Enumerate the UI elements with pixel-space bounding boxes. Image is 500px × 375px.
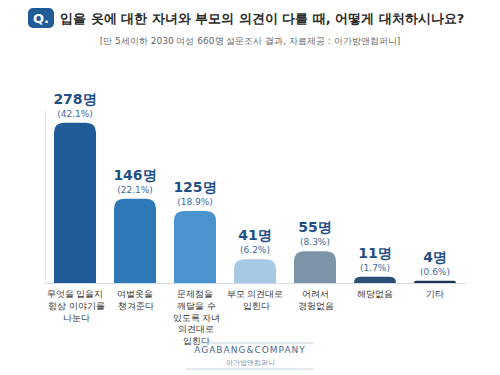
x-tick-label-line: 기타 [426,289,444,299]
x-tick: 부모 의견대로 입힌다 [227,283,284,311]
x-axis: 무엇을 입을지 항상 이야기를 나눈다 여벌옷을 챙겨준다 문제점을 깨달을 수 있… [45,283,465,346]
value-label: 55명 [298,219,331,235]
x-tick-label-line: 깨달을 수 [174,301,215,311]
x-tick: 여벌옷을 챙겨준다 [116,283,155,311]
x-tick-label-line: 챙겨준다 [116,301,155,311]
bar [354,277,396,283]
bars [54,123,456,283]
x-tick-label: 어려서 경험없음 [296,289,335,311]
x-tick-label-line: 경험없음 [296,301,335,311]
x-tick-label-line: 입힌다 [240,301,270,311]
share-label: (42.1%) [57,109,93,119]
x-tick-label-line: 의견대로 [176,324,215,334]
x-tick-label: 해당없음 [357,289,393,299]
x-tick-label-line: 나눈다 [60,313,90,323]
x-tick: 해당없음 [357,283,393,299]
x-tick-label: 여벌옷을 챙겨준다 [116,289,155,311]
share-label: (0.6%) [420,267,450,277]
x-axis-line [46,283,466,284]
share-label: (6.2%) [240,245,270,255]
value-label: 11명 [358,245,391,261]
x-tick-label-line: 문제점을 [177,289,213,299]
value-label: 146명 [113,167,156,183]
title: 입을 옷에 대한 자녀와 부모의 의견이 다를 때, 어떻게 대처하시나요? [60,11,464,26]
x-tick-label: 부모 의견대로 입힌다 [227,289,284,311]
value-label: 4명 [423,249,447,265]
data-labels: 278명 (42.1%) 146명 (22.1%) 125명 (18.9%) 41명 (6.2… [53,91,450,277]
bar [234,259,276,283]
value-label: 278명 [53,91,96,107]
subtitle: [만 5세이하 2030 여성 660명 설문조사 결과, 자료제공 : 아가방… [100,36,400,46]
value-label: 41명 [238,227,271,243]
bar [114,199,156,283]
x-tick-label-line: 여벌옷을 [117,289,153,299]
footer: AGABANG&COMPANY 아가방앤컴퍼니 [186,343,314,369]
share-label: (1.7%) [360,263,390,273]
x-tick-label-line: 어려서 [302,289,329,299]
bar [54,123,96,283]
bar [294,251,336,283]
footer-logo-sub: 아가방앤컴퍼니 [226,359,275,367]
title-badge-group: Q. [28,8,54,28]
footer-rule [186,343,314,344]
x-tick-label-line: 항상 이야기를 [45,301,104,311]
x-tick-label-line: 있도록 자녀 [170,313,220,323]
x-tick-label: 문제점을 깨달을 수 있도록 자녀 의견대로 입힌다 [170,289,220,346]
x-tick-label-line: 부모 의견대로 [227,289,284,299]
title-badge-text: Q. [33,11,49,26]
x-tick: 기타 [426,283,444,299]
x-tick-label: 무엇을 입을지 항상 이야기를 나눈다 [45,289,104,322]
x-tick-label-line: 무엇을 입을지 [47,289,104,299]
x-tick: 무엇을 입을지 항상 이야기를 나눈다 [45,283,104,323]
bar [174,211,216,283]
footer-rule [186,369,314,370]
x-tick-label: 기타 [426,289,444,299]
title-badge [28,8,54,28]
bar [414,281,456,283]
share-label: (8.3%) [300,237,330,247]
x-tick-label-line: 해당없음 [357,289,393,299]
x-tick: 어려서 경험없음 [296,283,335,311]
value-label: 125명 [173,179,216,195]
share-label: (22.1%) [117,185,153,195]
chart: Q. 입을 옷에 대한 자녀와 부모의 의견이 다를 때, 어떻게 대처하시나요?… [0,0,500,375]
y-axis-line [45,111,46,284]
footer-logo: AGABANG&COMPANY [194,345,306,355]
y-axis [45,111,46,284]
share-label: (18.9%) [177,197,213,207]
x-tick: 문제점을 깨달을 수 있도록 자녀 의견대로 입힌다 [170,283,220,346]
